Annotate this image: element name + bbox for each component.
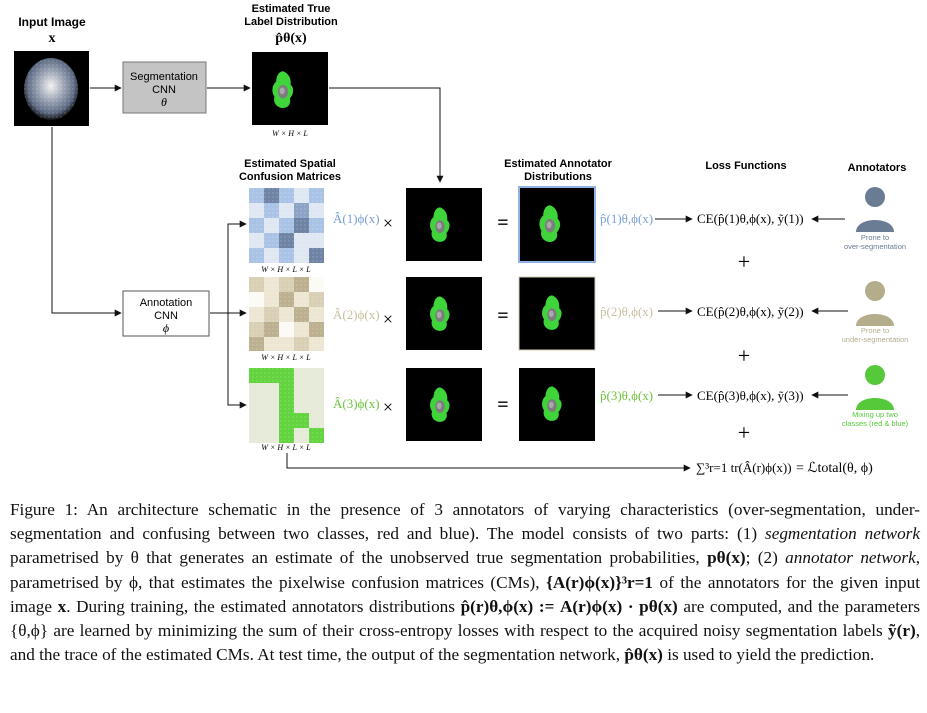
seg-cnn-theta: θ — [161, 95, 167, 109]
annotator-dist-2-symbol: p̂(2)θ,ϕ(x) — [600, 304, 653, 319]
annotator-3-icon — [856, 365, 894, 410]
confusion-matrix-1 — [249, 188, 324, 263]
figure-caption: Figure 1: An architecture schematic in t… — [10, 498, 920, 667]
annotator-1-label-b: over-segmentation — [844, 242, 906, 251]
caption-p-hat-theta: p̂θ(x) — [624, 645, 663, 665]
plus-3: + — [738, 420, 750, 445]
equals-1: = — [497, 212, 508, 234]
plus-2: + — [738, 343, 750, 368]
caption-p4: , parametrised by ϕ, that estimates the … — [10, 548, 920, 592]
true-label-copy-3 — [406, 368, 482, 441]
trace-term: ∑³r=1 tr(Â(r)ϕ(x)) — [696, 460, 792, 475]
caption-cm-set: {A(r)ϕ(x)}³r=1 — [546, 572, 654, 592]
cm-1-symbol: Â(1)ϕ(x) — [333, 211, 380, 226]
cm-title-2: Confusion Matrices — [239, 171, 341, 183]
caption-p7: are computed, and the parameters {θ,ϕ} a… — [10, 596, 921, 641]
equals-2: = — [497, 305, 508, 327]
caption-p3: ; (2) — [745, 548, 778, 568]
true-label-map — [252, 52, 328, 125]
plus-1: + — [738, 249, 750, 274]
annotator-dist-3 — [519, 368, 595, 441]
loss-functions-title: Loss Functions — [705, 160, 786, 172]
times-3: × — [383, 397, 393, 417]
seg-cnn-line1: Segmentation — [130, 71, 198, 83]
annotator-2-label-a: Prone to — [861, 326, 889, 335]
caption-x: x — [57, 596, 67, 616]
caption-p1: An architecture schematic in the presenc… — [10, 500, 920, 544]
cm-3-symbol: Â(3)ϕ(x) — [333, 396, 380, 411]
input-title: Input Image — [18, 15, 86, 29]
true-label-symbol: p̂θ(x) — [275, 31, 307, 46]
annotator-dist-1-symbol: p̂(1)θ,ϕ(x) — [600, 211, 653, 226]
caption-p6: . During training, the estimated annotat… — [66, 596, 455, 616]
caption-y-tilde: ỹ(r) — [888, 621, 916, 641]
cm-1-dims: W × H × L × L — [261, 265, 311, 274]
input-brain-image — [14, 51, 89, 126]
annotator-dist-2 — [518, 276, 596, 351]
true-label-title-1: Estimated True — [252, 3, 331, 15]
annotation-cnn-box: Annotation CNN ϕ — [122, 290, 210, 337]
seg-cnn-line2: CNN — [152, 84, 176, 96]
ann-cnn-line1: Annotation — [140, 297, 193, 309]
caption-seg-net: segmentation network — [765, 524, 920, 544]
true-label-copy-2 — [406, 277, 482, 350]
caption-p8: , and the trace of the estimated CMs. At… — [10, 621, 920, 665]
annot-dist-title-2: Distributions — [524, 171, 592, 183]
caption-p5: of the annotators for the given input im… — [10, 572, 920, 616]
times-2: × — [383, 309, 393, 329]
input-symbol: x — [49, 31, 56, 46]
cm-2-dims: W × H × L × L — [261, 353, 311, 362]
annotator-2-label-b: under-segmentation — [842, 335, 909, 344]
caption-p-theta: pθ(x) — [707, 548, 746, 568]
caption-p2: parametrised by θ that generates an esti… — [10, 548, 700, 568]
caption-p9: is used to yield the prediction. — [667, 645, 875, 665]
figure-label: Figure 1: — [10, 500, 78, 519]
annotator-3-label-b: classes (red & blue) — [842, 419, 909, 428]
annotator-1-icon — [856, 187, 894, 232]
total-loss: = ℒtotal(θ, ϕ) — [796, 461, 873, 476]
loss-2: CE(p̂(2)θ,ϕ(x), ỹ(2)) — [697, 304, 804, 319]
confusion-matrix-3 — [249, 368, 324, 443]
cm-3-dims: W × H × L × L — [261, 443, 311, 452]
true-label-title-2: Label Distribution — [244, 16, 338, 28]
annotator-dist-3-symbol: p̂(3)θ,ϕ(x) — [600, 388, 653, 403]
cm-title-1: Estimated Spatial — [244, 158, 336, 170]
confusion-matrix-2 — [249, 277, 324, 351]
times-1: × — [383, 213, 393, 233]
loss-1: CE(p̂(1)θ,ϕ(x), ỹ(1)) — [697, 211, 804, 226]
loss-3: CE(p̂(3)θ,ϕ(x), ỹ(3)) — [697, 388, 804, 403]
equals-3: = — [497, 394, 508, 416]
segmentation-cnn-box: Segmentation CNN θ — [122, 61, 207, 114]
caption-ann-net: annotator network — [785, 548, 916, 568]
annotator-2-icon — [856, 281, 894, 326]
annotator-3-label-a: Mixing up two — [852, 410, 898, 419]
annotators-title: Annotators — [848, 162, 907, 174]
cm-2-symbol: Â(2)ϕ(x) — [333, 307, 380, 322]
annotator-1-label-a: Prone to — [861, 233, 889, 242]
annotator-dist-1 — [518, 186, 596, 263]
ann-cnn-line2: CNN — [154, 310, 178, 322]
true-label-copy-1 — [406, 188, 482, 261]
ann-cnn-phi: ϕ — [163, 321, 169, 335]
caption-est-def: p̂(r)θ,ϕ(x) := A(r)ϕ(x) · pθ(x) — [460, 596, 678, 616]
architecture-diagram: Input Image x Segmentation CNN θ Estimat… — [14, 3, 909, 476]
annot-dist-title-1: Estimated Annotator — [504, 158, 612, 170]
true-label-dims: W × H × L — [272, 129, 308, 138]
